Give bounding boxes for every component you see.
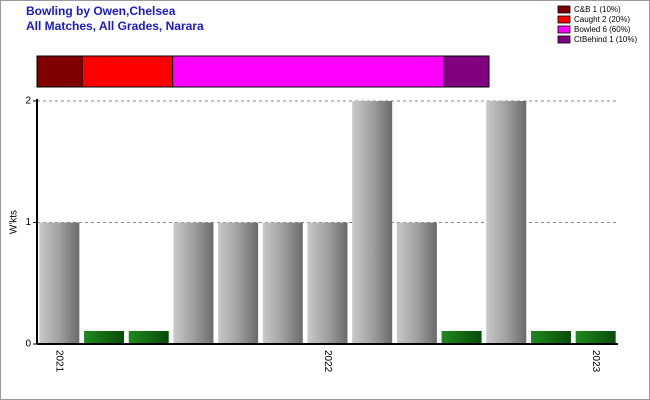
dismissal-segment (443, 55, 490, 88)
y-tick-label: 2 (25, 96, 31, 107)
legend-label: C&B 1 (10%) (574, 5, 621, 14)
bar (396, 222, 437, 344)
bar (575, 331, 616, 344)
legend-swatch (557, 5, 571, 14)
legend-swatch (557, 15, 571, 24)
bar (218, 222, 259, 344)
chart-title: Bowling by Owen,Chelsea (26, 4, 176, 18)
legend-label: CtBehind 1 (10%) (574, 35, 637, 44)
bar (441, 331, 482, 344)
dismissal-segment (36, 55, 83, 88)
bar (486, 101, 527, 344)
bar (84, 331, 125, 344)
x-tick-label: 2021 (54, 350, 65, 373)
bar (307, 222, 348, 344)
bar (128, 331, 169, 344)
bar (39, 222, 80, 344)
bar (352, 101, 393, 344)
bar (173, 222, 214, 344)
dismissal-segment (172, 55, 445, 88)
x-tick-label: 2023 (590, 350, 601, 373)
y-tick-label: 0 (25, 339, 31, 350)
x-tick-label: 2022 (322, 350, 333, 373)
bar (262, 222, 303, 344)
legend-swatch (557, 25, 571, 34)
legend-label: Bowled 6 (60%) (574, 25, 631, 34)
chart-subtitle: All Matches, All Grades, Narara (26, 19, 204, 33)
legend-label: Caught 2 (20%) (574, 15, 630, 24)
dismissal-segment (81, 55, 174, 88)
bar (530, 331, 571, 344)
legend-swatch (557, 35, 571, 44)
y-tick-label: 1 (25, 217, 31, 228)
y-axis-label: W'kts (9, 210, 20, 234)
